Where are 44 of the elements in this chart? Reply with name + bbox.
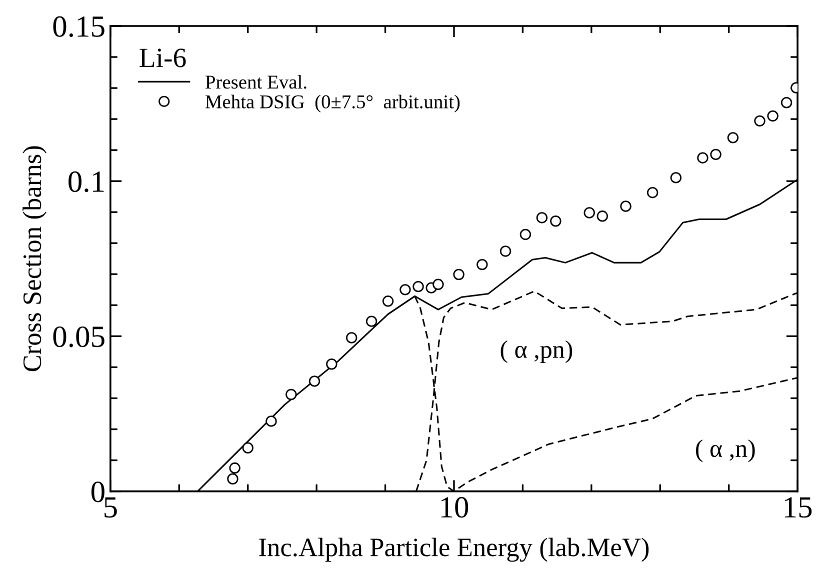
y-tick-label: 0.05: [53, 326, 104, 348]
point: [400, 284, 411, 296]
point: [366, 316, 378, 327]
x-tick-label: 5: [104, 497, 117, 518]
point: [754, 115, 766, 127]
y-tick-label: 0: [91, 482, 104, 502]
point: [453, 268, 464, 280]
point: [710, 148, 722, 160]
point: [412, 280, 424, 292]
legend-title: Li-6: [140, 48, 186, 68]
y-axis-title: Cross Section (barns): [22, 146, 47, 372]
point: [500, 246, 512, 257]
point: [308, 376, 320, 387]
point: [767, 110, 778, 122]
point: [432, 278, 444, 290]
point: [382, 296, 394, 307]
point: [780, 97, 792, 108]
point: [584, 207, 595, 218]
x-axis-title: Inc.Alpha Particle Energy (lab.MeV): [259, 538, 649, 562]
point: [346, 332, 358, 344]
point: [646, 186, 658, 198]
point: [697, 152, 708, 164]
legend-label: Mehta DSIG (0±7.5° arbit.unit): [205, 94, 460, 112]
point: [476, 258, 488, 270]
x-tick-label: 15: [784, 497, 812, 518]
point: [536, 212, 548, 224]
point: [326, 358, 338, 370]
x-tick-label: 10: [441, 497, 468, 518]
point: [727, 132, 739, 144]
y-tick-label: 0.1: [68, 171, 104, 192]
point: [227, 473, 238, 484]
point: [520, 228, 532, 240]
legend-label: Present Eval.: [205, 75, 306, 89]
point: [266, 416, 277, 427]
point: [596, 210, 608, 222]
y-tick-label: 0.15: [53, 16, 104, 38]
point: [550, 216, 562, 227]
point: [286, 388, 297, 400]
point: [242, 442, 254, 454]
annotation: ( α ,pn): [500, 340, 572, 364]
point: [670, 172, 682, 184]
annotation: ( α ,n): [696, 439, 755, 462]
point: [229, 462, 240, 474]
point: [620, 200, 632, 212]
